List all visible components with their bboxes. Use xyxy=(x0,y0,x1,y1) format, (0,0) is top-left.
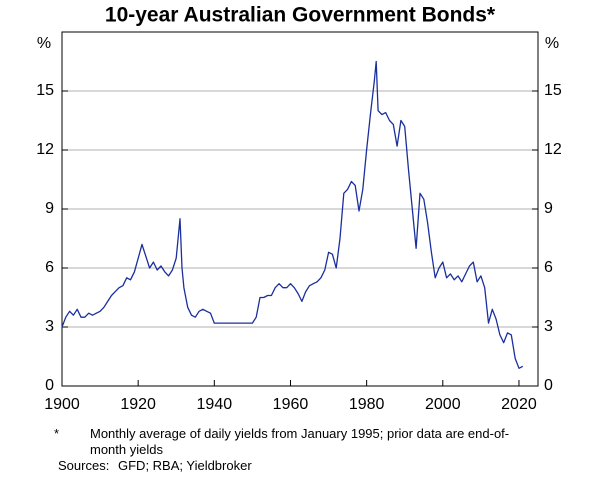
y2-tick-label: 3 xyxy=(544,318,553,335)
y2-unit: % xyxy=(545,35,559,52)
x-tick-label: 1920 xyxy=(120,396,156,413)
x-tick-label: 2000 xyxy=(425,396,461,413)
footnote: * Monthly average of daily yields from J… xyxy=(54,426,510,458)
y-tick-label: 0 xyxy=(45,377,54,394)
footnote-marker: * xyxy=(54,426,60,441)
y-tick-label: 15 xyxy=(36,82,54,99)
x-tick-label: 1900 xyxy=(44,396,80,413)
y2-tick-label: 0 xyxy=(544,377,553,394)
chart: 10-year Australian Government Bonds* % %… xyxy=(36,4,562,414)
y-tick-label: 3 xyxy=(45,318,54,335)
footnote-text: Monthly average of daily yields from Jan… xyxy=(90,426,510,457)
sources: Sources: GFD; RBA; Yieldbroker xyxy=(54,458,510,474)
y2-tick-label: 12 xyxy=(544,141,562,158)
x-tick-label: 1960 xyxy=(273,396,309,413)
y-unit: % xyxy=(37,35,51,52)
x-tick-label: 1940 xyxy=(197,396,233,413)
chart-title: 10-year Australian Government Bonds* xyxy=(105,4,496,27)
x-tick-label: 2020 xyxy=(501,396,537,413)
x-tick-label: 1980 xyxy=(349,396,385,413)
series-line xyxy=(61,60,524,369)
y2-tick-label: 9 xyxy=(544,200,553,217)
notes: * Monthly average of daily yields from J… xyxy=(54,426,510,474)
sources-label: Sources: xyxy=(58,458,110,473)
plot-frame xyxy=(61,31,539,387)
y-tick-label: 9 xyxy=(45,200,54,217)
sources-text: GFD; RBA; Yieldbroker xyxy=(118,458,252,473)
y2-tick-label: 6 xyxy=(544,259,553,276)
y-tick-label: 6 xyxy=(45,259,54,276)
y-tick-label: 12 xyxy=(36,141,54,158)
y2-tick-label: 15 xyxy=(544,82,562,99)
